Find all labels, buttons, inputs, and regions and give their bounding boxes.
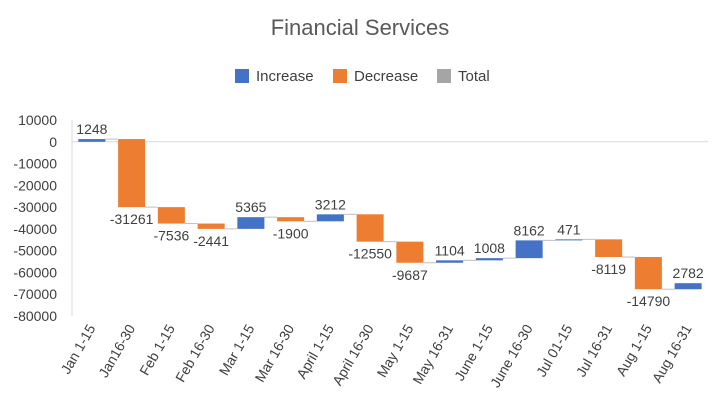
legend-label-increase: Increase bbox=[256, 68, 314, 85]
y-tick-label: -30000 bbox=[13, 199, 57, 215]
y-tick-label: -50000 bbox=[13, 243, 57, 259]
y-tick-label: -10000 bbox=[13, 156, 57, 172]
bar-increase bbox=[674, 283, 702, 290]
bar-decrease bbox=[356, 214, 384, 242]
x-tick-label: Mar 1-15 bbox=[216, 321, 258, 378]
bar-increase bbox=[237, 217, 265, 229]
x-tick-label: Aug 16-31 bbox=[649, 321, 695, 385]
x-tick-label: Jul 01-15 bbox=[533, 321, 576, 379]
data-label: 1008 bbox=[474, 240, 505, 256]
legend-swatch-increase bbox=[235, 69, 249, 83]
data-label: -7536 bbox=[153, 228, 189, 244]
x-tick-label: May 1-15 bbox=[373, 321, 416, 380]
bar-decrease bbox=[595, 239, 623, 258]
data-label: -9687 bbox=[392, 267, 428, 283]
data-label: 3212 bbox=[315, 196, 346, 212]
data-label: -8119 bbox=[591, 261, 626, 277]
bar-increase bbox=[436, 260, 464, 263]
y-tick-label: 10000 bbox=[18, 112, 57, 128]
data-label: -14790 bbox=[627, 293, 671, 309]
data-label: -2441 bbox=[193, 233, 229, 249]
data-label: -12550 bbox=[348, 246, 392, 262]
data-label: 1248 bbox=[76, 121, 107, 137]
legend-label-total: Total bbox=[458, 68, 490, 85]
chart-title: Financial Services bbox=[271, 15, 450, 40]
data-label: -31261 bbox=[110, 211, 154, 227]
bar-decrease bbox=[197, 223, 225, 229]
x-tick-label: Mar 16-30 bbox=[251, 321, 297, 384]
data-label: 2782 bbox=[673, 265, 704, 281]
bar-decrease bbox=[634, 257, 662, 290]
data-label: 1104 bbox=[435, 242, 465, 258]
connector-lines bbox=[72, 138, 708, 290]
data-label: 8162 bbox=[514, 222, 545, 238]
bar-decrease bbox=[277, 217, 305, 222]
data-label: 471 bbox=[557, 221, 581, 237]
bars bbox=[78, 139, 702, 290]
bar-increase bbox=[316, 214, 344, 222]
x-tick-label: Jul 16-31 bbox=[573, 321, 616, 379]
y-tick-label: -70000 bbox=[13, 286, 57, 302]
y-axis: 10000 0 -10000 -20000 -30000 -40000 -50000 -600… bbox=[13, 112, 73, 324]
bar-increase bbox=[515, 240, 543, 259]
y-tick-label: 0 bbox=[49, 134, 57, 150]
bar-increase bbox=[475, 258, 503, 261]
legend-swatch-decrease bbox=[333, 69, 347, 83]
bar-increase bbox=[78, 139, 106, 142]
data-label: 5365 bbox=[235, 199, 266, 215]
x-tick-label: April 16-30 bbox=[329, 321, 377, 388]
data-label: -1900 bbox=[273, 225, 309, 241]
x-tick-label: June 1-15 bbox=[451, 321, 496, 383]
y-tick-label: -40000 bbox=[13, 221, 57, 237]
legend-swatch-total bbox=[437, 69, 451, 83]
y-tick-label: -80000 bbox=[13, 308, 57, 324]
x-tick-label: Jan 1-15 bbox=[57, 321, 98, 376]
data-labels: 1248-31261-7536 -24415365-19003212-12550-… bbox=[76, 121, 704, 309]
x-tick-label: April 1-15 bbox=[293, 321, 337, 381]
y-tick-label: -20000 bbox=[13, 177, 57, 193]
x-tick-label: Jan16-30 bbox=[95, 321, 138, 380]
x-tick-label: May 16-31 bbox=[409, 321, 456, 386]
bar-increase bbox=[555, 239, 583, 241]
x-tick-label: Feb 16-30 bbox=[172, 321, 218, 384]
y-tick-label: -60000 bbox=[13, 264, 57, 280]
bar-decrease bbox=[157, 207, 185, 224]
x-tick-label: Aug 1-15 bbox=[613, 321, 655, 378]
legend: Increase Decrease Total bbox=[235, 68, 490, 85]
bar-decrease bbox=[118, 139, 146, 208]
legend-label-decrease: Decrease bbox=[354, 68, 418, 85]
bar-decrease bbox=[396, 241, 424, 263]
x-tick-label: Feb 1-15 bbox=[136, 321, 178, 378]
